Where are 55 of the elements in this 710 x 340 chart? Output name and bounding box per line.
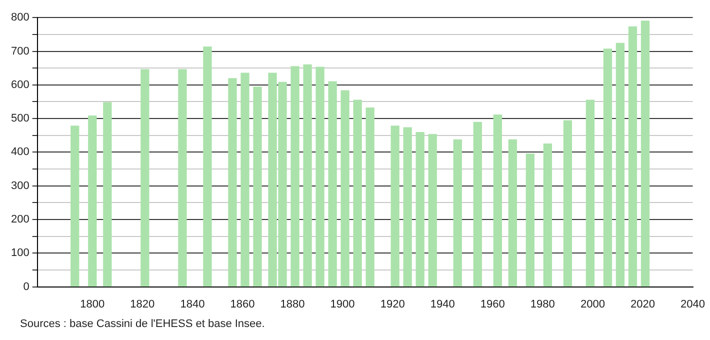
x-tick-label: 1860 — [230, 298, 255, 310]
y-tick-label: 600 — [10, 78, 30, 91]
bar — [563, 120, 572, 287]
source-note: Sources : base Cassini de l'EHESS et base Insee. — [20, 318, 266, 330]
bar — [493, 114, 502, 287]
bar — [366, 107, 374, 287]
bar — [403, 127, 412, 287]
bar — [240, 72, 250, 287]
bar — [178, 69, 187, 287]
x-tick-label: 1900 — [330, 298, 355, 310]
bar — [603, 48, 612, 287]
y-tick-label: 700 — [10, 45, 30, 58]
x-tick-label: 1840 — [180, 298, 205, 310]
bar — [586, 100, 595, 287]
bar — [103, 102, 112, 287]
bar — [88, 116, 97, 287]
bar — [290, 66, 300, 287]
x-tick-label: 1920 — [380, 298, 405, 310]
y-tick-label: 500 — [10, 112, 30, 125]
bar — [203, 46, 212, 287]
y-tick-label: 800 — [10, 12, 30, 24]
x-tick-label: 1960 — [480, 298, 505, 310]
bar — [328, 81, 337, 287]
bar — [353, 100, 362, 287]
bar — [70, 126, 80, 287]
bar — [428, 134, 437, 287]
x-tick-label: 1800 — [80, 298, 105, 310]
bar — [616, 42, 625, 287]
bar — [508, 139, 517, 287]
y-tick-label: 300 — [10, 180, 30, 192]
bar — [640, 20, 650, 287]
x-tick-label: 1820 — [130, 298, 155, 310]
bar — [140, 69, 150, 287]
x-tick-label: 2000 — [580, 298, 605, 310]
bar — [228, 78, 237, 287]
bar — [416, 132, 424, 287]
bar — [390, 126, 400, 287]
bar — [628, 26, 638, 287]
x-tick-label: 1980 — [530, 298, 555, 310]
x-tick-label: 1940 — [430, 298, 455, 310]
bar — [526, 154, 534, 287]
bar — [473, 122, 482, 287]
bar — [453, 139, 462, 287]
x-tick-label: 1880 — [280, 298, 305, 310]
y-tick-label: 0 — [23, 280, 30, 293]
y-tick-label: 100 — [10, 247, 30, 260]
bar — [543, 143, 552, 287]
y-tick-label: 400 — [10, 146, 30, 158]
bar — [316, 66, 324, 287]
y-tick-label: 200 — [10, 214, 30, 226]
x-tick-label: 2040 — [680, 298, 706, 310]
bar — [253, 86, 262, 287]
bar — [340, 90, 350, 287]
bar — [303, 64, 312, 287]
x-tick-label: 2020 — [630, 298, 655, 310]
